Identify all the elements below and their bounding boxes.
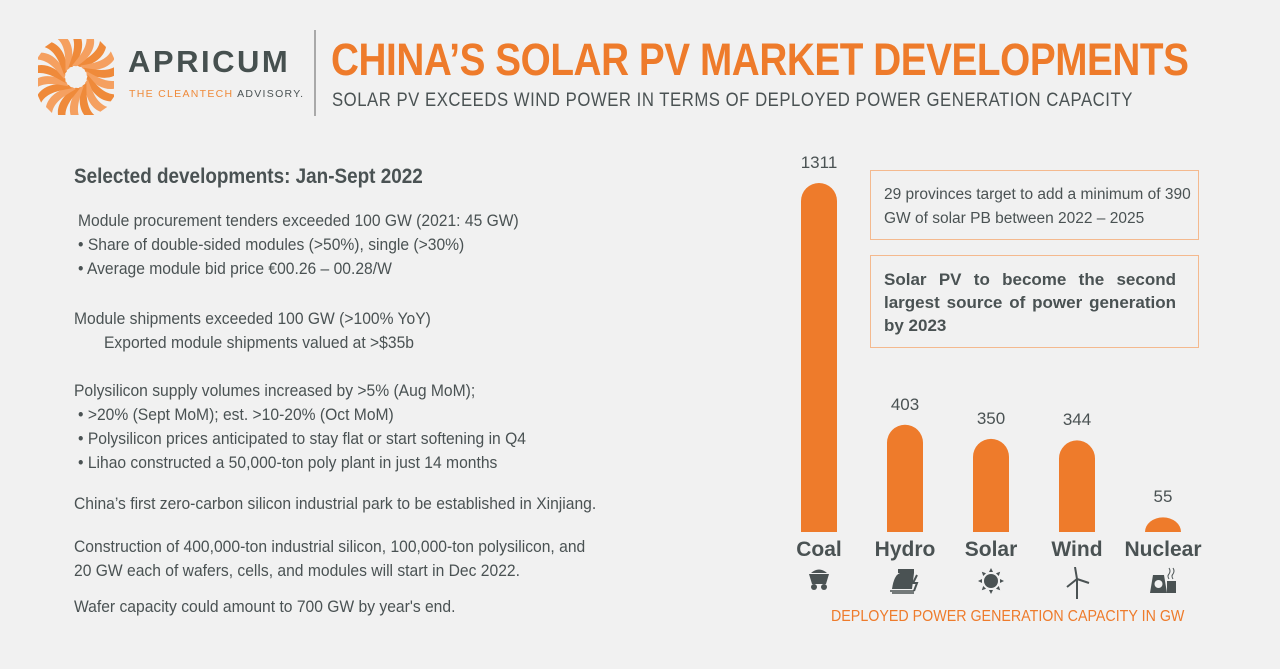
page-subtitle: SOLAR PV EXCEEDS WIND POWER IN TERMS OF …	[332, 90, 1133, 111]
logo-swirl-petal	[38, 65, 66, 83]
bar-hydro	[887, 424, 923, 532]
logo-swirl-petal	[38, 84, 72, 103]
bar-value-label: 403	[890, 394, 920, 414]
development-line: Module procurement tenders exceeded 100 …	[78, 211, 519, 230]
header-divider	[314, 30, 316, 116]
development-line: • Average module bid price €00.26 – 00.2…	[78, 259, 392, 278]
bar-nuclear	[1145, 517, 1181, 532]
development-line: • Polysilicon prices anticipated to stay…	[78, 429, 526, 448]
tagline-orange: THE CLEANTECH	[129, 88, 234, 100]
development-line: Exported module shipments valued at >$35…	[104, 333, 414, 352]
bar-solar	[973, 438, 1009, 532]
development-line: Polysilicon supply volumes increased by …	[74, 381, 476, 400]
nuclear-plant-icon	[1148, 567, 1178, 600]
bar-value-label: 350	[976, 408, 1006, 428]
logo-swirl-petal	[56, 39, 73, 71]
logo-swirl-petal	[69, 86, 84, 115]
logo-swirl-petal	[57, 87, 81, 115]
logo-swirl-petal	[38, 52, 66, 80]
bar-value-label: 1311	[800, 153, 838, 172]
brand-name: APRICUM	[128, 44, 291, 79]
category-label: Coal	[796, 538, 842, 561]
category-label: Solar	[964, 538, 1018, 561]
bar-coal	[801, 183, 837, 532]
developments-heading: Selected developments: Jan-Sept 2022	[74, 165, 423, 188]
logo-swirl-petal	[46, 87, 76, 113]
hydro-dam-icon	[888, 567, 922, 600]
development-line: Wafer capacity could amount to 700 GW by…	[74, 597, 456, 616]
logo-swirl-petal	[68, 39, 83, 68]
bar-value-label: 55	[1153, 487, 1173, 507]
tagline-gray: ADVISORY.	[237, 88, 305, 100]
logo-swirl-petal	[76, 41, 106, 67]
callout-provinces-target: 29 provinces target to add a minimum of …	[870, 170, 1199, 240]
sun-icon	[977, 567, 1005, 600]
development-line: • Lihao constructed a 50,000-ton poly pl…	[78, 453, 498, 472]
logo-swirl-petal	[86, 74, 114, 102]
page-title: CHINA’S SOLAR PV MARKET DEVELOPMENTS	[331, 34, 1189, 85]
development-line: China’s first zero-carbon silicon indust…	[74, 494, 597, 513]
chart-x-axis-label: DEPLOYED POWER GENERATION CAPACITY IN GW	[831, 608, 1185, 625]
category-label: Wind	[1051, 538, 1103, 561]
logo-swirl-petal	[86, 71, 114, 89]
category-label: Nuclear	[1124, 538, 1202, 561]
category-label: Hydro	[874, 538, 936, 561]
logo-swirl-petal	[79, 83, 96, 115]
coal-cart-icon	[806, 567, 832, 596]
logo-swirl-petal	[71, 39, 95, 67]
development-line: Construction of 400,000-ton industrial s…	[74, 537, 586, 556]
callout-solar-second-largest: Solar PV to become the second largest so…	[870, 255, 1199, 348]
logo-swirl-petal	[44, 42, 67, 75]
development-line: • Share of double-sided modules (>50%), …	[78, 235, 465, 254]
apricum-logo-icon	[38, 39, 114, 115]
bar-wind	[1059, 440, 1095, 532]
logo-swirl-petal	[80, 51, 114, 70]
logo-swirl-petal	[85, 79, 108, 112]
development-line: • >20% (Sept MoM); est. >10-20% (Oct MoM…	[78, 405, 394, 424]
development-line: Module shipments exceeded 100 GW (>100% …	[74, 309, 431, 328]
development-line: 20 GW each of wafers, cells, and modules…	[74, 561, 520, 580]
brand-tagline: THE CLEANTECH ADVISORY.	[129, 88, 304, 100]
bar-value-label: 344	[1062, 410, 1092, 430]
wind-turbine-icon	[1063, 566, 1091, 604]
